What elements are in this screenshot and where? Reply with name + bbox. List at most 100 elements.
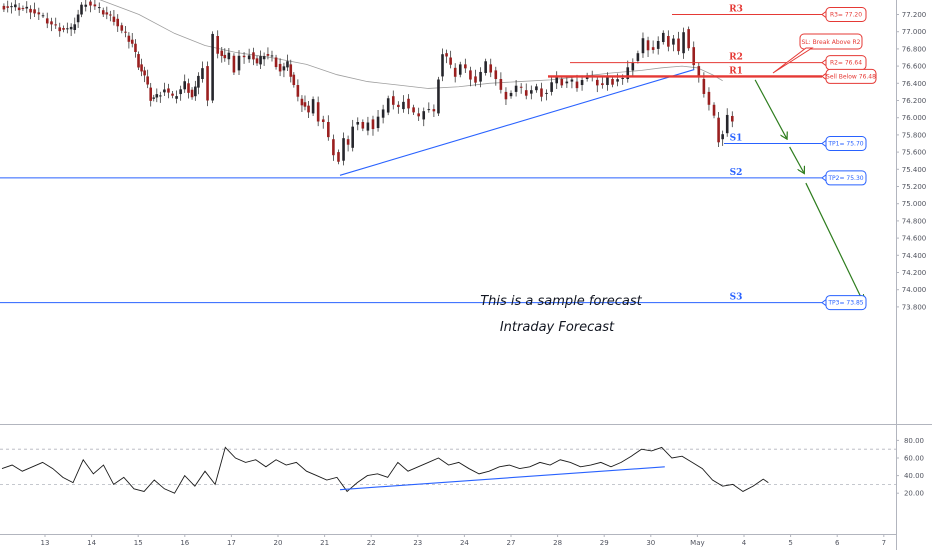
r3-callout-pointer [821, 10, 827, 19]
candle-body [289, 64, 293, 77]
time-tick-label: 5 [788, 539, 792, 547]
candle-body [550, 82, 553, 92]
candle-body [93, 4, 97, 7]
candle-body [29, 8, 32, 13]
candle-body [337, 152, 340, 162]
candle-body [183, 81, 186, 90]
candle-body [109, 14, 112, 16]
candle-body [66, 28, 69, 30]
price-tick-label: 74.800 [902, 217, 927, 225]
s2-callout-label: TP2= 75.30 [827, 175, 863, 182]
candle-body [33, 9, 36, 14]
price-tick-label: 75.600 [902, 149, 927, 157]
candle-body [407, 98, 410, 109]
candle-body [519, 86, 523, 88]
candle-body [227, 52, 231, 60]
time-tick-label: 30 [646, 539, 655, 547]
candle-body [149, 87, 152, 101]
r1-callout-pointer [821, 72, 827, 81]
candle-body [17, 7, 21, 11]
candle-body [37, 12, 41, 15]
s3-callout-label: TP3= 73.85 [827, 300, 863, 307]
candle-body [282, 66, 286, 71]
time-tick-label: 17 [227, 539, 236, 547]
candle-body [270, 55, 274, 57]
candle-body [601, 83, 604, 86]
candle-body [540, 88, 543, 97]
candle-body [682, 32, 685, 54]
candle-body [175, 96, 178, 99]
projection-arrow-2 [789, 146, 804, 173]
time-tick-label: 23 [413, 539, 422, 547]
candle-body [220, 50, 224, 56]
candle-body [54, 24, 58, 26]
candle-body [391, 96, 395, 105]
candle-body [412, 107, 415, 113]
candle-body [402, 101, 405, 110]
candle-body [62, 28, 65, 30]
candle-body [73, 24, 77, 30]
candle-body [237, 55, 241, 71]
candle-body [366, 122, 370, 131]
candle-body [259, 56, 262, 65]
candle-body [631, 63, 635, 71]
s1-callout-pointer [821, 139, 827, 148]
candle-body [206, 66, 209, 101]
candle-body [6, 6, 10, 8]
candle-body [247, 55, 251, 60]
candle-body [116, 18, 120, 27]
candle-body [595, 79, 599, 86]
candle-body [2, 5, 6, 10]
candle-body [626, 67, 630, 79]
candle-body [381, 109, 385, 118]
r2-callout-pointer [821, 58, 827, 67]
candle-body [530, 90, 533, 94]
candle-body [606, 76, 609, 86]
candle-body [453, 67, 457, 77]
time-tick-label: 14 [87, 539, 96, 547]
candle-body [21, 8, 25, 10]
candle-body [641, 38, 645, 54]
candle-body [479, 71, 482, 82]
candle-body [371, 119, 375, 130]
stop-loss-box [799, 33, 863, 50]
candle-body [292, 74, 296, 86]
candle-body [580, 80, 584, 86]
candle-body [702, 79, 706, 94]
candle-body [163, 89, 166, 93]
candle-body [509, 92, 513, 97]
candle-body [672, 38, 675, 45]
candle-body [171, 93, 174, 96]
candle-body [560, 79, 564, 86]
candle-body [41, 15, 45, 17]
candle-body [303, 102, 307, 107]
candle-body [687, 29, 690, 49]
candle-body [143, 70, 146, 76]
stop-loss-pointer [772, 47, 814, 74]
candle-body [155, 94, 159, 98]
candle-body [504, 91, 508, 100]
candle-body [307, 105, 310, 113]
candle-body [361, 122, 365, 129]
moving-average-line [99, 0, 723, 89]
price-tick-label: 75.400 [902, 166, 927, 174]
candle-body [84, 4, 88, 7]
r2-callout-label: R2= 76.64 [830, 60, 862, 67]
rsi-tick-label: 20.00 [904, 490, 924, 498]
candle-body [545, 92, 548, 94]
candle-body [661, 32, 665, 43]
candle-body [712, 104, 716, 116]
candle-body [69, 26, 73, 30]
candle-body [152, 97, 156, 99]
time-tick-label: 15 [134, 539, 143, 547]
price-tick-label: 74.600 [902, 235, 927, 243]
candle-body [201, 68, 204, 79]
r2-callout: R2= 76.64 [821, 55, 867, 71]
candle-body [159, 95, 162, 97]
candle-body [721, 134, 724, 140]
candle-body [524, 90, 528, 96]
candle-body [140, 64, 143, 72]
time-tick-label: 29 [600, 539, 609, 547]
candle-body [432, 109, 436, 112]
time-tick-label: 21 [320, 539, 329, 547]
